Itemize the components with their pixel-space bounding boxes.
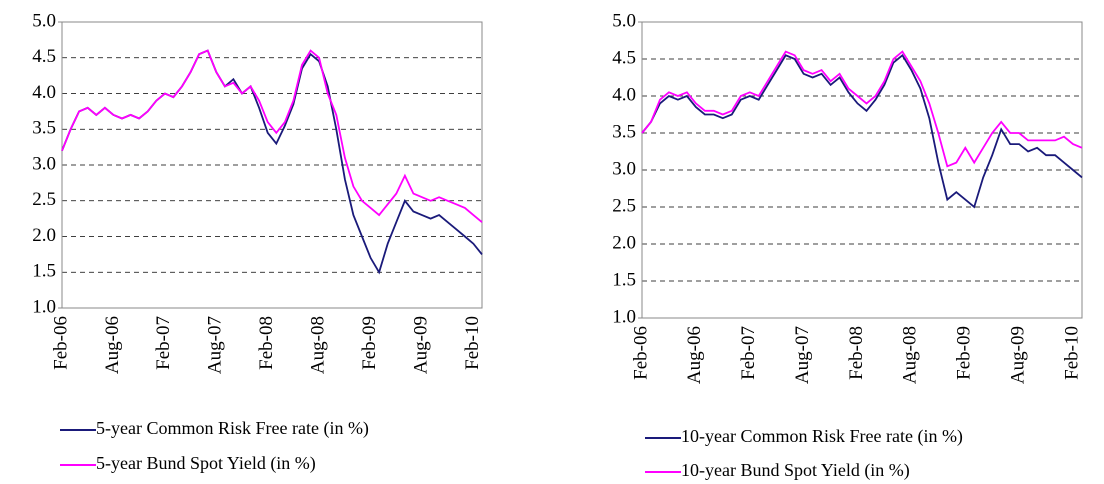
legend: 5-year Bund Spot Yield (in %) [60, 453, 316, 474]
x-tick-label: Feb-08 [846, 326, 867, 380]
x-tick-label: Aug-07 [205, 316, 226, 374]
plot-frame [641, 21, 1083, 319]
y-tick-label: 2.0 [612, 232, 636, 253]
x-tick-label: Aug-06 [684, 326, 705, 384]
y-tick-label: 1.5 [612, 269, 636, 290]
y-tick-label: 4.5 [612, 47, 636, 68]
legend-label: 5-year Common Risk Free rate (in %) [96, 418, 369, 439]
x-tick-label: Feb-10 [1061, 326, 1082, 380]
legend-label: 10-year Bund Spot Yield (in %) [681, 460, 910, 481]
x-tick-label: Aug-09 [410, 316, 431, 374]
y-tick-label: 2.5 [32, 189, 56, 210]
y-tick-label: 3.5 [32, 118, 56, 139]
x-tick-label: Aug-07 [792, 326, 813, 384]
legend: 10-year Bund Spot Yield (in %) [645, 460, 910, 481]
x-tick-label: Feb-09 [359, 316, 380, 370]
series-line [61, 49, 483, 275]
y-tick-label: 3.5 [612, 121, 636, 142]
y-tick-label: 2.5 [612, 195, 636, 216]
x-tick-label: Aug-08 [900, 326, 921, 384]
y-tick-label: 3.0 [32, 153, 56, 174]
y-tick-label: 4.5 [32, 46, 56, 67]
x-tick-label: Feb-10 [462, 316, 483, 370]
series-line [61, 49, 483, 223]
legend: 10-year Common Risk Free rate (in %) [645, 426, 963, 447]
legend-label: 10-year Common Risk Free rate (in %) [681, 426, 963, 447]
series-line [641, 53, 1083, 209]
y-tick-label: 3.0 [612, 158, 636, 179]
x-tick-label: Feb-09 [954, 326, 975, 380]
x-tick-label: Feb-06 [50, 316, 71, 370]
legend-label: 5-year Bund Spot Yield (in %) [96, 453, 316, 474]
y-tick-label: 4.0 [32, 82, 56, 103]
chart: 1.0 1.5 2.0 2.5 3.0 3.5 4.0 4.5 5.0 Feb-06 Aug-06 F… [32, 10, 483, 474]
y-tick-label: 1.0 [612, 306, 636, 327]
x-tick-label: Aug-06 [102, 316, 123, 374]
x-tick-label: Aug-09 [1008, 326, 1029, 384]
y-tick-label: 5.0 [612, 10, 636, 31]
series-line [641, 50, 1083, 168]
y-tick-label: 2.0 [32, 225, 56, 246]
chart: 1.0 1.5 2.0 2.5 3.0 3.5 4.0 4.5 5.0 Feb-06 Aug-06 F… [612, 10, 1083, 481]
plot-frame [61, 21, 483, 309]
x-tick-label: Feb-07 [153, 316, 174, 370]
x-tick-label: Aug-08 [308, 316, 329, 374]
legend: 5-year Common Risk Free rate (in %) [60, 418, 369, 439]
y-tick-label: 5.0 [32, 10, 56, 31]
y-tick-label: 1.0 [32, 296, 56, 317]
x-tick-label: Feb-07 [738, 326, 759, 380]
y-tick-label: 1.5 [32, 261, 56, 282]
x-tick-label: Feb-08 [256, 316, 277, 370]
y-tick-label: 4.0 [612, 84, 636, 105]
x-tick-label: Feb-06 [630, 326, 651, 380]
